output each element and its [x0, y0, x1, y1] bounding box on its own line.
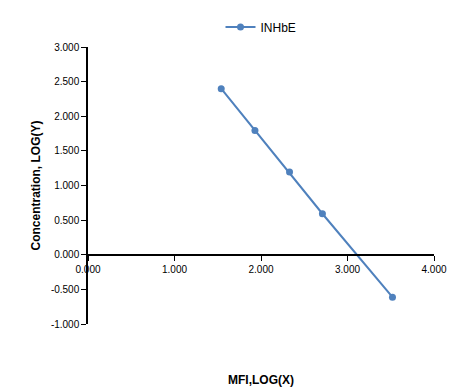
svg-text:2.000: 2.000	[248, 264, 273, 275]
svg-text:Concentration, LOG(Y): Concentration, LOG(Y)	[29, 121, 43, 251]
svg-text:3.000: 3.000	[335, 264, 360, 275]
svg-text:2.000: 2.000	[54, 111, 79, 122]
svg-text:1.000: 1.000	[54, 180, 79, 191]
svg-text:MFI,LOG(X): MFI,LOG(X)	[228, 373, 294, 387]
svg-text:0.500: 0.500	[54, 215, 79, 226]
svg-text:3.000: 3.000	[54, 42, 79, 53]
svg-text:INHbE: INHbE	[261, 21, 296, 35]
svg-text:4.000: 4.000	[421, 264, 446, 275]
svg-text:-1.000: -1.000	[51, 319, 80, 330]
svg-text:1.500: 1.500	[54, 145, 79, 156]
svg-text:0.000: 0.000	[75, 264, 100, 275]
svg-text:-0.500: -0.500	[51, 284, 80, 295]
svg-text:0.000: 0.000	[54, 249, 79, 260]
svg-text:2.500: 2.500	[54, 76, 79, 87]
svg-text:1.000: 1.000	[162, 264, 187, 275]
